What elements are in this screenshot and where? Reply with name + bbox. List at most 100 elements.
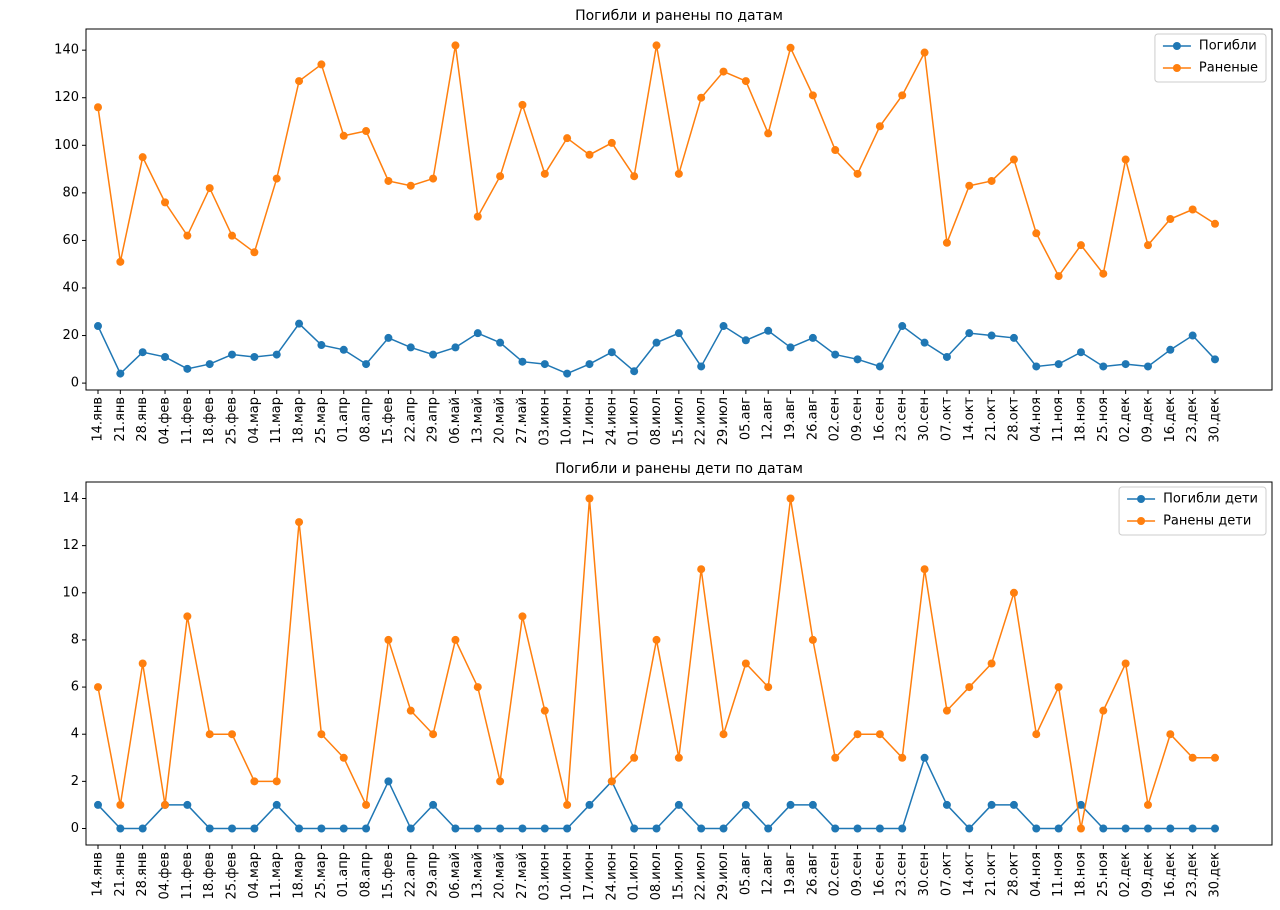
- point: [1188, 205, 1197, 214]
- x-tick-label: 18.ноя: [1073, 397, 1088, 442]
- x-tick-label: 14.янв: [91, 852, 106, 897]
- legend-marker: [1172, 42, 1181, 50]
- legend: Погибли дети Ранены дети: [1118, 486, 1267, 536]
- x-tick-label: 13.май: [470, 397, 485, 444]
- x-tick-label: 25.мар: [314, 852, 329, 899]
- point: [697, 565, 706, 574]
- point: [1121, 155, 1130, 164]
- point: [451, 343, 460, 352]
- point: [161, 800, 170, 809]
- point: [1121, 659, 1130, 668]
- legend-label: Погибли: [1199, 39, 1257, 54]
- x-tick-label: 26.авг: [805, 852, 820, 895]
- point: [741, 336, 750, 345]
- x-tick-label: 23.дек: [1185, 397, 1200, 443]
- point: [786, 800, 795, 809]
- x-tick-label: 19.авг: [783, 397, 798, 440]
- x-tick-label: 08.апр: [359, 397, 374, 442]
- point: [652, 635, 661, 644]
- x-tick-label: 25.фев: [225, 397, 240, 444]
- point: [942, 238, 951, 247]
- legend-label: Погибли дети: [1163, 492, 1258, 507]
- point: [295, 518, 304, 527]
- x-tick-label: 07.окт: [939, 397, 954, 441]
- x-tick-label: 15.июл: [671, 852, 686, 900]
- point: [339, 824, 348, 833]
- y-tick-label: 4: [71, 727, 79, 742]
- point: [339, 753, 348, 762]
- y-tick-label: 100: [54, 138, 79, 153]
- y-tick-label: 14: [62, 491, 79, 506]
- point: [1076, 348, 1085, 357]
- point: [1099, 362, 1108, 371]
- point: [965, 181, 974, 190]
- point: [719, 730, 728, 739]
- point: [630, 367, 639, 376]
- point: [630, 753, 639, 762]
- point: [228, 730, 237, 739]
- point: [429, 350, 438, 359]
- point: [719, 67, 728, 76]
- x-tick-label: 25.мар: [314, 397, 329, 444]
- y-tick-label: 0: [71, 821, 79, 836]
- x-tick-label: 29.июл: [716, 397, 731, 445]
- point: [652, 338, 661, 347]
- point: [719, 322, 728, 331]
- point: [94, 322, 102, 331]
- x-tick-label: 12.авг: [761, 852, 776, 895]
- x-tick-label: 30.сен: [917, 397, 932, 441]
- point: [362, 360, 371, 369]
- point: [250, 248, 259, 257]
- point: [674, 800, 683, 809]
- point: [205, 184, 214, 193]
- point: [116, 800, 125, 809]
- x-tick-label: 11.ноя: [1051, 397, 1066, 442]
- point: [942, 800, 951, 809]
- point: [853, 730, 862, 739]
- point: [607, 777, 616, 786]
- point: [1143, 241, 1152, 250]
- point: [406, 824, 415, 833]
- point: [920, 48, 929, 57]
- x-tick-label: 13.май: [470, 852, 485, 899]
- point: [831, 753, 840, 762]
- x-tick-label: 28.окт: [1006, 852, 1021, 896]
- x-tick-label: 18.мар: [292, 397, 307, 444]
- point: [451, 635, 460, 644]
- x-tick-label: 14.окт: [962, 397, 977, 441]
- point: [406, 706, 415, 715]
- point: [898, 322, 907, 331]
- legend-marker: [1137, 495, 1146, 503]
- x-tick-label: 14.янв: [91, 397, 106, 442]
- x-tick-label: 16.дек: [1163, 397, 1178, 443]
- x-tick-label: 04.ноя: [1029, 397, 1044, 442]
- point: [697, 93, 706, 102]
- point: [674, 169, 683, 178]
- point: [183, 800, 192, 809]
- point: [764, 129, 773, 138]
- point: [205, 360, 214, 369]
- x-tick-label: 17.июн: [582, 397, 597, 446]
- y-tick-label: 2: [71, 774, 79, 789]
- x-tick-label: 04.фев: [158, 397, 173, 444]
- x-tick-label: 04.мар: [247, 397, 262, 444]
- point: [1121, 824, 1130, 833]
- point: [272, 174, 281, 183]
- point: [339, 345, 348, 354]
- point: [853, 169, 862, 178]
- point: [1211, 219, 1219, 228]
- series-line: [97, 322, 1216, 375]
- point: [496, 338, 505, 347]
- series-line: [97, 755, 1215, 830]
- point: [540, 706, 549, 715]
- x-tick-label: 16.сен: [872, 397, 887, 441]
- x-tick-label: 29.июл: [716, 852, 731, 900]
- x-tick-label: 25.ноя: [1096, 852, 1111, 897]
- axes-frame: [85, 481, 1273, 846]
- point: [406, 343, 415, 352]
- x-tick-label: 18.мар: [292, 852, 307, 899]
- y-tick-label: 8: [71, 632, 79, 647]
- point: [228, 824, 237, 833]
- point: [317, 341, 326, 350]
- x-tick-label: 11.мар: [269, 397, 284, 444]
